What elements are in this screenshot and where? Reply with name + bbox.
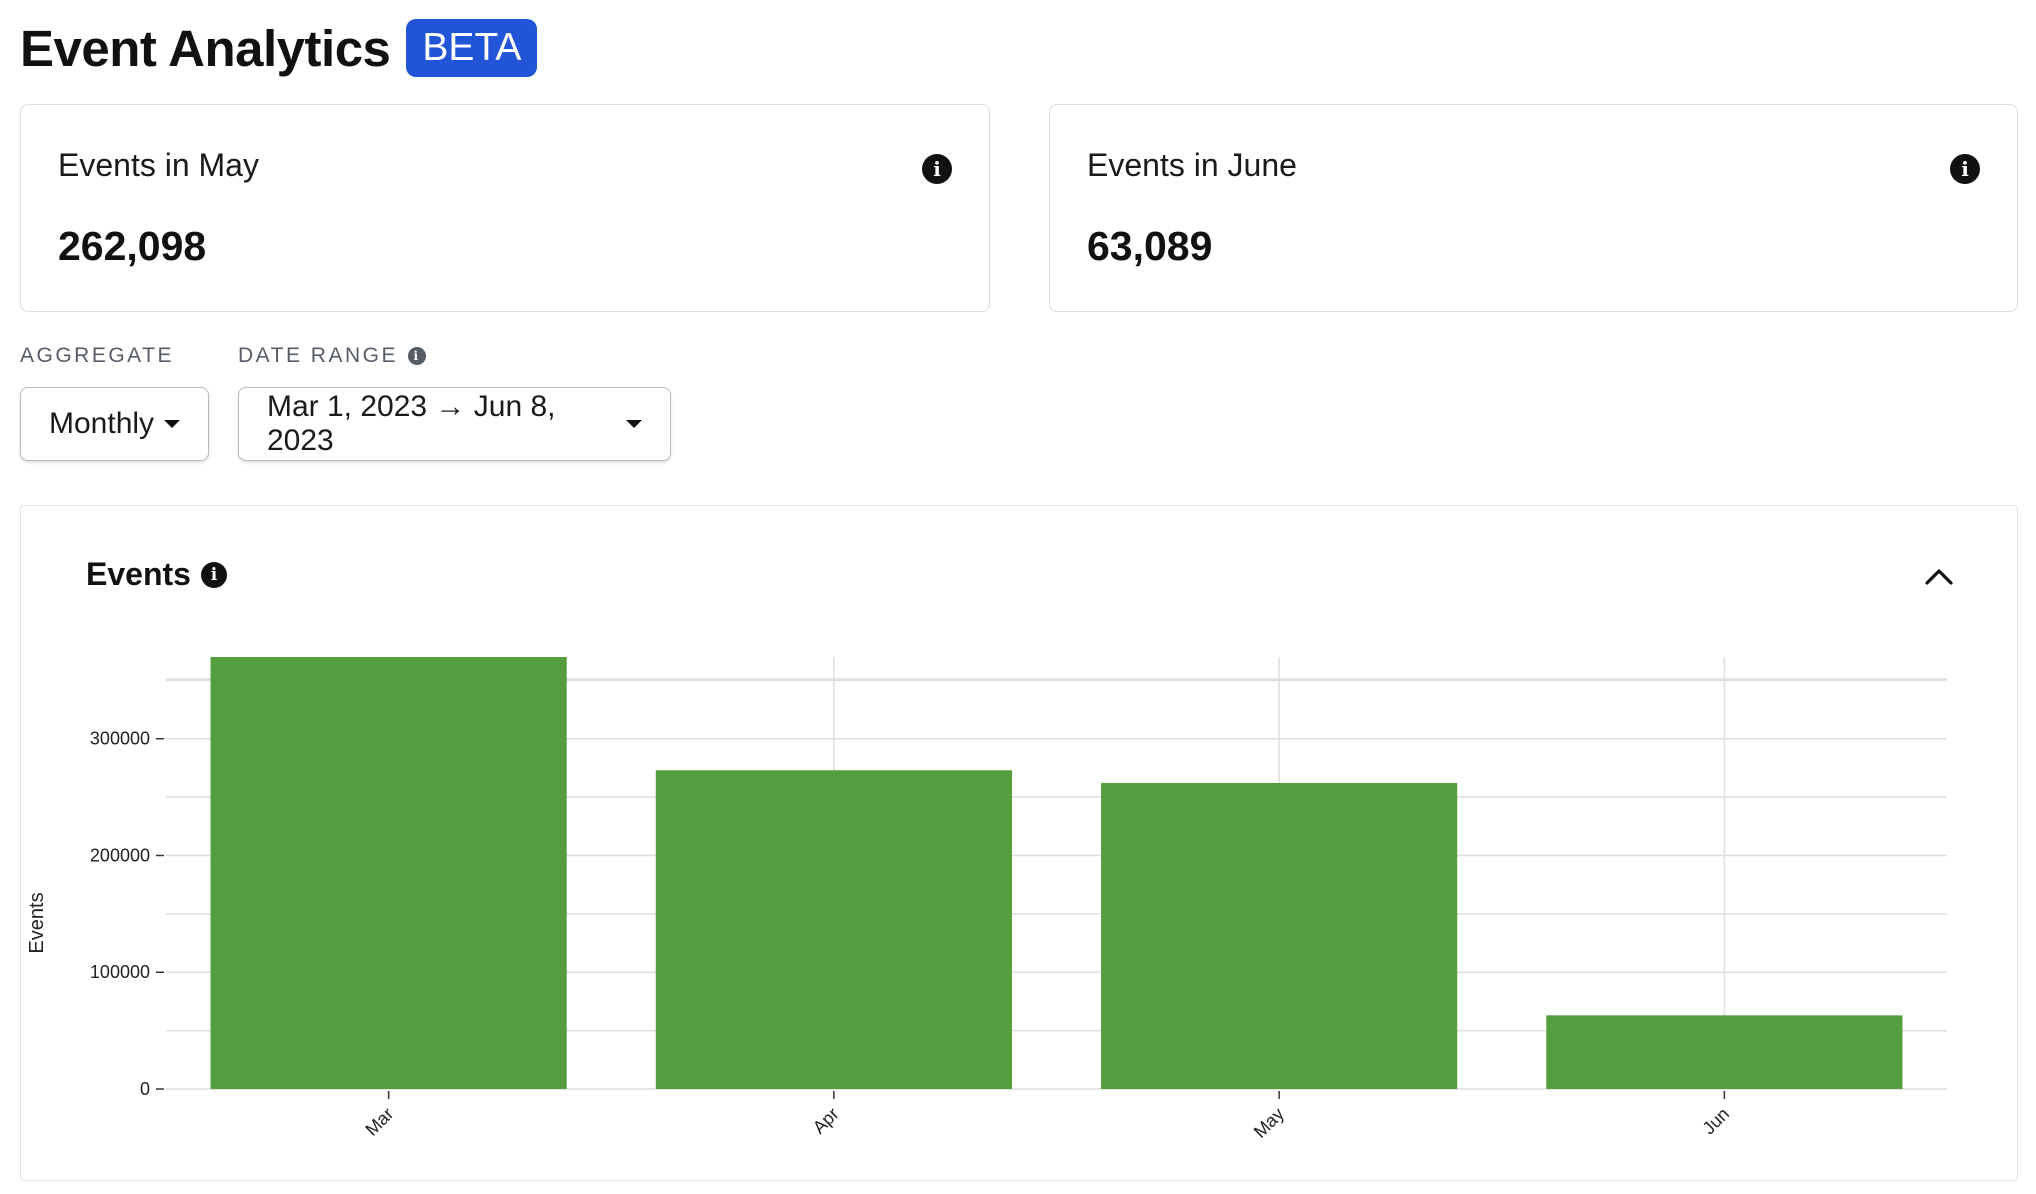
x-tick-label: May bbox=[1250, 1104, 1288, 1142]
aggregate-value: Monthly bbox=[49, 407, 155, 440]
y-axis-title: Events bbox=[26, 892, 48, 953]
stat-value: 63,089 bbox=[1087, 223, 1213, 269]
info-icon[interactable]: i bbox=[1950, 154, 1980, 184]
bar-mar bbox=[210, 657, 567, 1089]
x-tick-label: Mar bbox=[361, 1104, 397, 1140]
chart-title: Events bbox=[86, 556, 191, 592]
y-tick-label: 200000 bbox=[90, 845, 150, 865]
info-icon[interactable]: i bbox=[922, 154, 952, 184]
stat-card-june: Events in June 63,089 i bbox=[1049, 104, 2018, 312]
stat-value: 262,098 bbox=[58, 223, 207, 269]
bar-apr bbox=[655, 770, 1012, 1089]
date-range-dropdown[interactable]: Mar 1, 2023 → Jun 8, 2023 bbox=[238, 387, 671, 461]
date-range-label: DATE RANGE i bbox=[238, 344, 426, 368]
events-chart-panel: Events i 0 100000 200000 300000 Mar Apr May Jun… bbox=[20, 505, 2018, 1181]
chart-header: Events i bbox=[86, 556, 227, 593]
x-tick-label: Jun bbox=[1699, 1104, 1734, 1139]
page-title: Event Analytics bbox=[20, 19, 391, 77]
chevron-up-icon bbox=[1925, 569, 1953, 585]
collapse-button[interactable] bbox=[1921, 558, 1957, 594]
caret-down-icon bbox=[626, 420, 642, 428]
date-range-label-text: DATE RANGE bbox=[238, 344, 398, 367]
bar-may bbox=[1101, 782, 1458, 1089]
events-bar-chart: 0 100000 200000 300000 Mar Apr May Jun Events bbox=[26, 657, 1947, 1142]
bar-jun bbox=[1546, 1015, 1903, 1089]
aggregate-label-text: AGGREGATE bbox=[20, 344, 174, 367]
y-tick-label: 0 bbox=[140, 1079, 150, 1099]
stat-label: Events in May bbox=[58, 147, 259, 183]
x-tick-label: Apr bbox=[809, 1104, 843, 1138]
aggregate-label: AGGREGATE bbox=[20, 344, 174, 368]
stat-label: Events in June bbox=[1087, 147, 1297, 183]
info-icon[interactable]: i bbox=[407, 347, 426, 365]
date-range-value: Mar 1, 2023 → Jun 8, 2023 bbox=[267, 390, 556, 457]
beta-badge: BETA bbox=[406, 19, 538, 77]
y-tick-label: 100000 bbox=[90, 962, 150, 982]
header: Event Analytics BETA bbox=[20, 8, 538, 88]
y-tick-label: 300000 bbox=[90, 729, 150, 749]
aggregate-dropdown[interactable]: Monthly bbox=[20, 387, 209, 461]
stat-card-may: Events in May 262,098 i bbox=[20, 104, 990, 312]
caret-down-icon bbox=[164, 420, 181, 428]
info-icon[interactable]: i bbox=[200, 561, 227, 588]
